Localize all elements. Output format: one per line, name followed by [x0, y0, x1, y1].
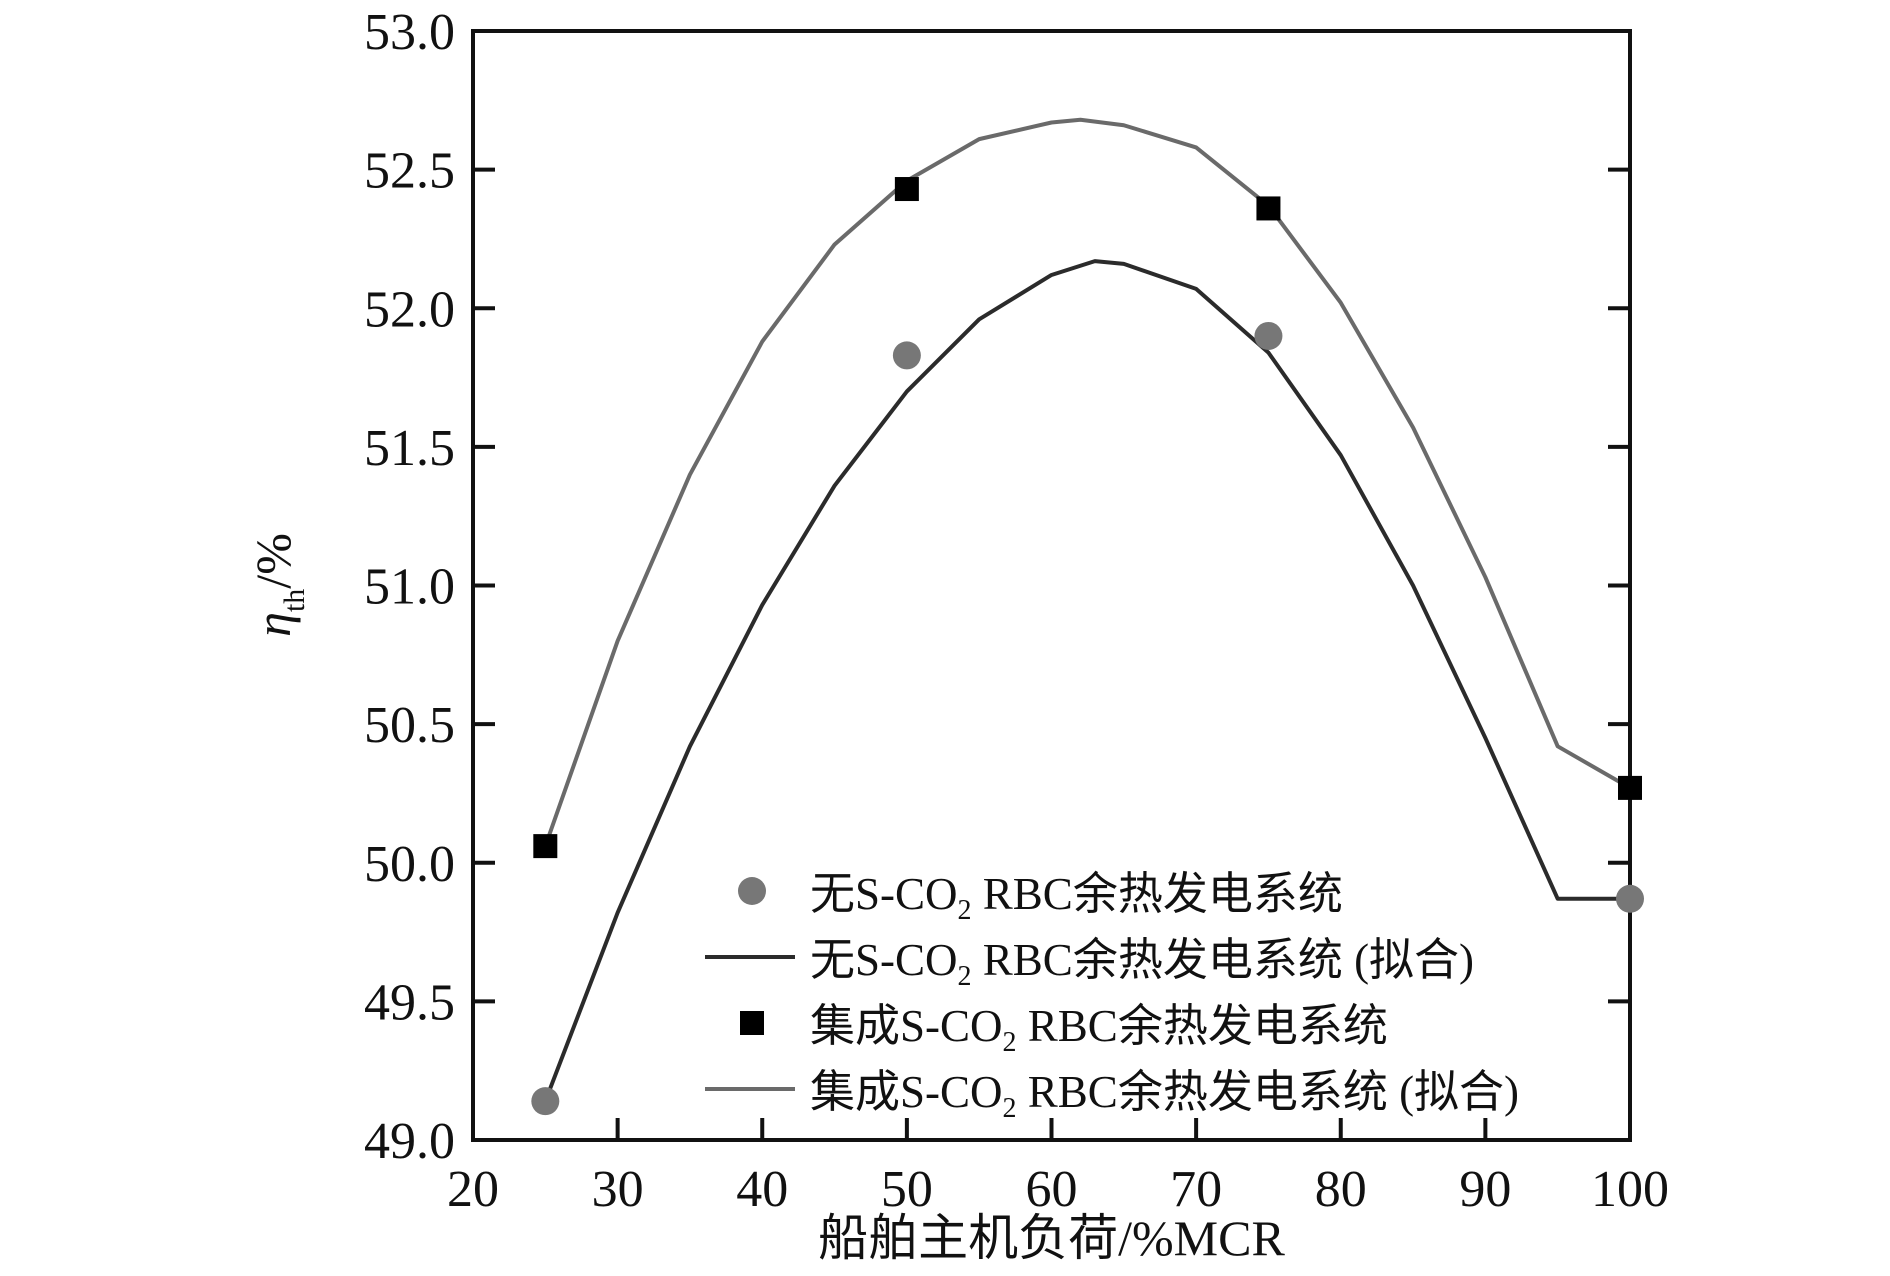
y-tick-label: 51.0	[364, 559, 455, 616]
data-point-square	[894, 177, 919, 202]
x-tick-label: 100	[1591, 1161, 1669, 1218]
fit-line	[543, 117, 1632, 849]
legend-label-prefix: 无S-CO	[810, 869, 958, 919]
legend-label-suffix: RBC余热发电系统	[972, 869, 1343, 919]
legend-label-subscript: 2	[1003, 1093, 1017, 1124]
x-axis-ticks: 20 30 40 50 60 70 80 90 100	[447, 1118, 1669, 1218]
x-axis-title: 船舶主机负荷/%MCR	[818, 1210, 1285, 1266]
y-axis-title: ηth/%	[245, 533, 311, 637]
legend-label-suffix: RBC余热发电系统 (拟合)	[1017, 1067, 1520, 1117]
y-tick-label: 52.5	[364, 143, 455, 200]
x-tick-label: 60	[1026, 1161, 1078, 1218]
data-point-square	[533, 834, 558, 859]
data-point-circle	[1616, 884, 1644, 913]
legend-marker-square	[740, 1011, 764, 1035]
x-tick-label: 70	[1170, 1161, 1222, 1218]
legend-label: 无S-CO2 RBC余热发电系统	[810, 869, 1343, 926]
data-point-circle	[531, 1087, 560, 1116]
legend-label-suffix: RBC余热发电系统	[1017, 1001, 1388, 1051]
y-tick-label: 52.0	[364, 281, 455, 338]
x-tick-label: 30	[592, 1161, 644, 1218]
data-point-circle	[892, 341, 921, 370]
fit-line	[543, 259, 1632, 1104]
legend-label-prefix: 无S-CO	[810, 935, 958, 985]
legend-label-subscript: 2	[1003, 1027, 1017, 1058]
legend-label-suffix: RBC余热发电系统 (拟合)	[972, 935, 1475, 985]
y-tick-label: 50.5	[364, 697, 455, 754]
legend-marker-circle	[738, 877, 766, 905]
y-tick-label: 49.0	[364, 1113, 455, 1170]
series-layer	[531, 117, 1644, 1116]
legend-label-prefix: 集成S-CO	[810, 1001, 1003, 1051]
legend-label-prefix: 集成S-CO	[810, 1067, 1003, 1117]
y-tick-label: 50.0	[364, 836, 455, 893]
y-axis-title-subscript: th	[278, 589, 311, 612]
legend-label: 无S-CO2 RBC余热发电系统 (拟合)	[810, 935, 1474, 992]
legend-label: 集成S-CO2 RBC余热发电系统 (拟合)	[810, 1067, 1519, 1124]
data-point-circle	[1254, 321, 1283, 350]
y-tick-label: 53.0	[364, 4, 455, 61]
data-point-square	[1256, 196, 1281, 221]
data-point-square	[1618, 775, 1642, 800]
x-tick-label: 90	[1459, 1161, 1511, 1218]
y-axis-ticks: 49.0 49.5 50.0 50.5 51.0 51.5 52.0 52.5 53.0	[364, 4, 1630, 1170]
legend-label: 集成S-CO2 RBC余热发电系统	[810, 1001, 1388, 1058]
y-tick-label: 49.5	[364, 974, 455, 1031]
y-axis-title-suffix: /%	[245, 533, 301, 589]
x-tick-label: 40	[736, 1161, 788, 1218]
x-tick-label: 20	[447, 1161, 499, 1218]
legend-label-subscript: 2	[958, 961, 972, 992]
y-tick-label: 51.5	[364, 420, 455, 477]
legend-label-subscript: 2	[958, 895, 972, 926]
x-tick-label: 80	[1315, 1161, 1367, 1218]
x-tick-label: 50	[881, 1161, 933, 1218]
y-axis-title-main: η	[245, 612, 301, 637]
